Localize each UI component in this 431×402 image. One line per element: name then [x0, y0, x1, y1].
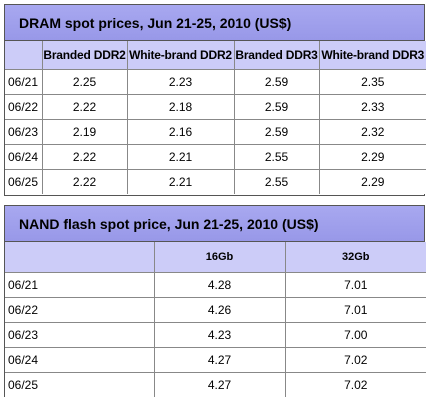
table-row: 06/23 4.23 7.00	[5, 321, 426, 348]
price-cell: 2.22	[41, 143, 128, 170]
price-cell: 7.01	[284, 296, 426, 323]
table-header-row: 16Gb 32Gb	[5, 242, 426, 273]
column-header: Branded DDR3	[233, 41, 320, 70]
table-row: 06/22 4.26 7.01	[5, 296, 426, 323]
price-cell: 2.22	[41, 93, 128, 120]
price-cell: 2.16	[126, 118, 235, 145]
price-cell: 2.22	[41, 168, 128, 194]
price-cell: 2.32	[318, 118, 426, 145]
price-cell: 2.35	[318, 68, 426, 95]
price-cell: 7.02	[284, 346, 426, 373]
date-cell: 06/22	[5, 296, 155, 323]
price-cell: 2.25	[41, 68, 128, 95]
nand-price-table: 16Gb 32Gb 06/21 4.28 7.01 06/22 4.26 7.0…	[5, 242, 426, 397]
price-cell: 2.29	[318, 143, 426, 170]
column-header: White-brand DDR2	[126, 41, 235, 70]
price-cell: 7.02	[284, 371, 426, 397]
column-header: Branded DDR2	[41, 41, 128, 70]
price-cell: 2.29	[318, 168, 426, 194]
price-cell: 4.23	[153, 321, 286, 348]
price-cell: 2.59	[233, 118, 320, 145]
price-cell: 7.00	[284, 321, 426, 348]
nand-price-panel: NAND flash spot price, Jun 21-25, 2010 (…	[4, 205, 426, 397]
price-cell: 2.33	[318, 93, 426, 120]
dram-title: DRAM spot prices, Jun 21-25, 2010 (US$)	[5, 5, 424, 41]
table-row: 06/21 4.28 7.01	[5, 271, 426, 298]
price-cell: 2.55	[233, 143, 320, 170]
table-row: 06/22 2.22 2.18 2.59 2.33	[5, 93, 426, 120]
price-cell: 2.21	[126, 143, 235, 170]
table-row: 06/23 2.19 2.16 2.59 2.32	[5, 118, 426, 145]
date-cell: 06/25	[5, 168, 43, 194]
price-cell: 2.21	[126, 168, 235, 194]
price-cell: 2.55	[233, 168, 320, 194]
price-cell: 4.26	[153, 296, 286, 323]
table-row: 06/21 2.25 2.23 2.59 2.35	[5, 68, 426, 95]
price-cell: 2.23	[126, 68, 235, 95]
dram-price-table: Branded DDR2 White-brand DDR2 Branded DD…	[5, 41, 426, 194]
table-row: 06/25 2.22 2.21 2.55 2.29	[5, 168, 426, 194]
price-cell: 2.59	[233, 93, 320, 120]
column-header: White-brand DDR3	[318, 41, 426, 70]
table-corner-cell	[5, 242, 155, 273]
date-cell: 06/24	[5, 346, 155, 373]
table-row: 06/24 4.27 7.02	[5, 346, 426, 373]
column-header: 32Gb	[284, 242, 426, 273]
price-cell: 2.19	[41, 118, 128, 145]
dram-price-panel: DRAM spot prices, Jun 21-25, 2010 (US$) …	[4, 4, 426, 196]
price-cell: 2.18	[126, 93, 235, 120]
price-cell: 4.28	[153, 271, 286, 298]
date-cell: 06/21	[5, 68, 43, 95]
table-row: 06/24 2.22 2.21 2.55 2.29	[5, 143, 426, 170]
price-cell: 7.01	[284, 271, 426, 298]
table-corner-cell	[5, 41, 43, 70]
column-header: 16Gb	[153, 242, 286, 273]
date-cell: 06/24	[5, 143, 43, 170]
date-cell: 06/22	[5, 93, 43, 120]
date-cell: 06/23	[5, 118, 43, 145]
price-cell: 4.27	[153, 371, 286, 397]
date-cell: 06/21	[5, 271, 155, 298]
table-header-row: Branded DDR2 White-brand DDR2 Branded DD…	[5, 41, 426, 70]
price-cell: 4.27	[153, 346, 286, 373]
table-row: 06/25 4.27 7.02	[5, 371, 426, 397]
price-cell: 2.59	[233, 68, 320, 95]
nand-title: NAND flash spot price, Jun 21-25, 2010 (…	[5, 206, 424, 242]
date-cell: 06/25	[5, 371, 155, 397]
date-cell: 06/23	[5, 321, 155, 348]
